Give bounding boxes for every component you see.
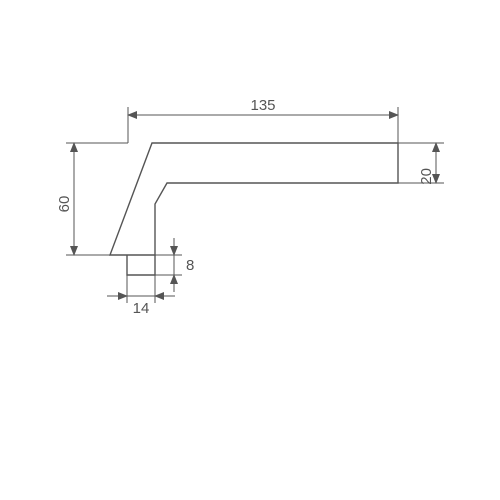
technical-drawing: 135 20 60 14 8 — [0, 0, 500, 500]
dim-20-label: 20 — [418, 168, 435, 185]
dim-60-label: 60 — [56, 196, 73, 213]
stub-outline — [127, 255, 155, 275]
dim-135-label: 135 — [250, 97, 275, 114]
dim-8-label: 8 — [186, 257, 194, 274]
dim-14-label: 14 — [133, 300, 150, 317]
part-outline — [110, 143, 398, 255]
